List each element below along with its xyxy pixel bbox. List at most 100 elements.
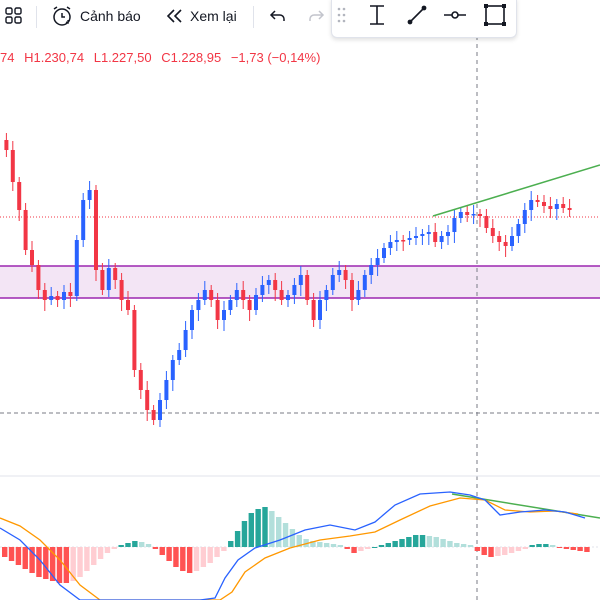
histogram-bar xyxy=(522,547,528,549)
candle xyxy=(356,290,361,300)
candle xyxy=(465,212,470,215)
candle xyxy=(94,190,98,270)
histogram-bar xyxy=(104,547,111,553)
histogram-bar xyxy=(310,541,316,547)
histogram-bar xyxy=(70,547,76,581)
candle xyxy=(126,300,130,310)
candle xyxy=(542,202,546,206)
legend-close: C1.228,95 xyxy=(161,50,222,65)
histogram-bar xyxy=(378,545,385,547)
candle xyxy=(567,208,572,210)
trendline-tool-icon xyxy=(405,3,429,32)
candle xyxy=(439,236,444,242)
candle xyxy=(337,270,342,275)
candle xyxy=(350,280,354,300)
candle xyxy=(292,285,297,295)
candle xyxy=(55,296,60,300)
histogram-bar xyxy=(433,537,439,547)
candle xyxy=(36,265,41,290)
histogram-bar xyxy=(166,547,172,561)
macd-signal-line xyxy=(0,497,579,600)
rectangle-tool-button[interactable] xyxy=(480,2,510,32)
ohlc-legend: 74 H1.230,74 L1.227,50 C1.228,95 −1,73 (… xyxy=(0,50,326,65)
histogram-bar xyxy=(22,547,28,569)
candle xyxy=(177,350,182,360)
candle xyxy=(286,295,290,300)
alert-button[interactable]: Cảnh báo xyxy=(50,0,141,32)
drag-handle[interactable] xyxy=(332,2,352,32)
candle xyxy=(196,300,201,310)
histogram-bar xyxy=(49,547,56,581)
histogram-bar xyxy=(125,543,131,547)
histogram-bar xyxy=(556,547,563,548)
candle xyxy=(254,295,258,310)
histogram-bar xyxy=(43,547,49,579)
candle xyxy=(260,285,265,295)
histogram-bar xyxy=(371,547,378,548)
trendline-tool-button[interactable] xyxy=(402,2,432,32)
trendline-upper[interactable] xyxy=(432,164,600,217)
candle xyxy=(471,214,476,216)
candle xyxy=(62,292,66,300)
candle xyxy=(490,228,495,236)
histogram-bar xyxy=(262,507,268,547)
horizontal-ray-tool-button[interactable] xyxy=(440,2,470,32)
candle xyxy=(202,290,207,300)
histogram-bar xyxy=(440,539,446,547)
histogram-bar xyxy=(248,513,254,547)
candle xyxy=(452,218,457,232)
candle xyxy=(343,270,348,280)
histogram-bar xyxy=(296,535,302,547)
replay-button[interactable]: Xem lại xyxy=(165,0,237,32)
candle xyxy=(81,200,86,240)
candle xyxy=(17,182,22,210)
histogram-bar xyxy=(584,547,590,552)
candle xyxy=(433,232,438,242)
histogram-bar xyxy=(207,547,213,563)
histogram-bar xyxy=(515,547,522,551)
drawing-toolbar xyxy=(331,0,517,38)
histogram-bar xyxy=(399,539,405,547)
histogram-bar xyxy=(536,544,542,547)
candle xyxy=(183,330,188,350)
candle xyxy=(369,265,374,275)
text-tool-button[interactable] xyxy=(362,2,392,32)
candle xyxy=(330,275,335,290)
replay-icon xyxy=(165,6,185,26)
candle xyxy=(23,210,28,250)
candle xyxy=(68,292,73,296)
histogram-bar xyxy=(132,541,138,547)
histogram-bar xyxy=(323,543,330,547)
redo-button[interactable] xyxy=(306,0,326,32)
candle xyxy=(388,242,393,248)
candle xyxy=(228,300,233,310)
candle xyxy=(106,268,111,290)
histogram-bar xyxy=(56,547,63,583)
candle xyxy=(119,280,124,300)
legend-open-tail: 74 xyxy=(0,50,15,65)
candle xyxy=(49,296,54,300)
candle xyxy=(522,210,527,224)
macd-line xyxy=(0,491,586,600)
redo-icon xyxy=(306,6,326,26)
undo-button[interactable] xyxy=(268,0,288,32)
candle xyxy=(87,190,92,200)
histogram-bar xyxy=(495,547,501,556)
histogram-bar xyxy=(111,547,117,549)
candle xyxy=(529,200,534,210)
text-cursor-icon xyxy=(365,3,389,32)
candle xyxy=(190,310,194,330)
toolbar-divider xyxy=(253,6,254,28)
histogram-bar xyxy=(454,543,460,547)
candle xyxy=(158,400,162,420)
candle xyxy=(298,275,303,285)
candle xyxy=(209,290,214,300)
histogram-bar xyxy=(337,545,344,547)
candle xyxy=(548,206,553,209)
rectangle-tool-icon xyxy=(482,2,508,33)
legend-low: L1.227,50 xyxy=(93,50,152,65)
layout-button[interactable] xyxy=(5,0,23,32)
candle xyxy=(234,290,239,300)
histogram-bar xyxy=(221,547,227,551)
